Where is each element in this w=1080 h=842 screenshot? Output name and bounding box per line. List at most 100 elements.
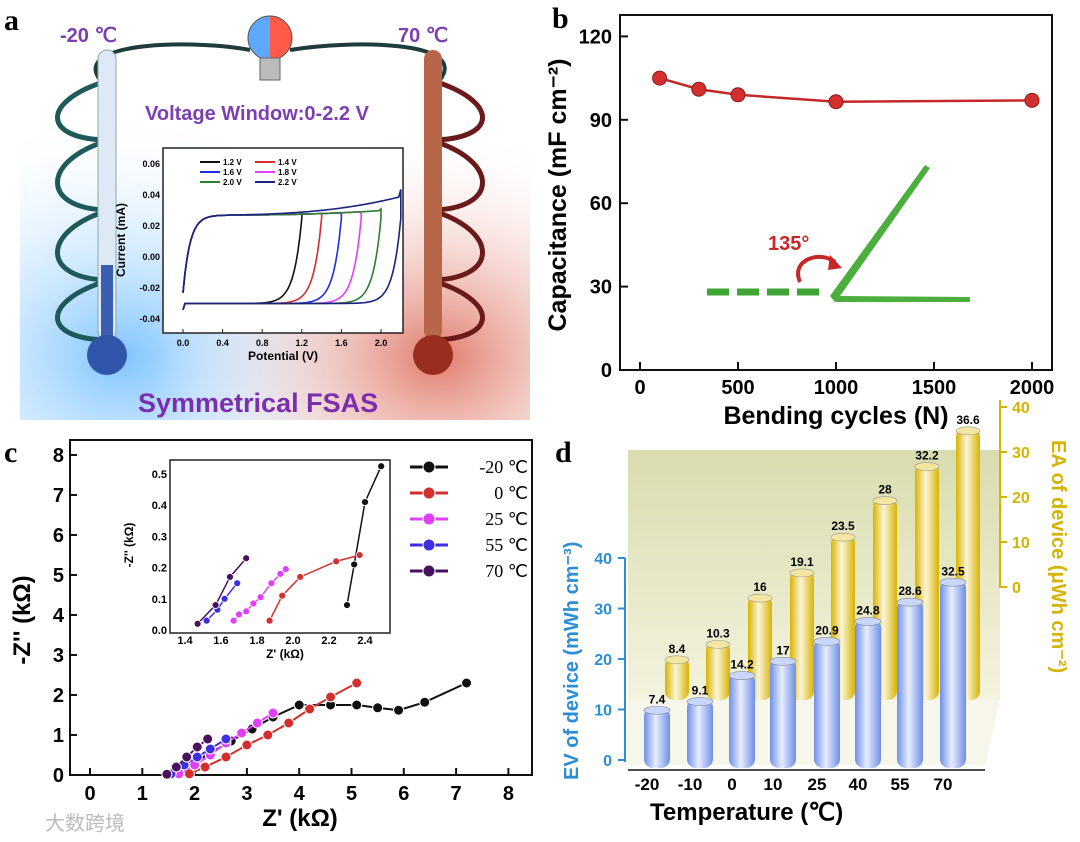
- d-left-axis-title: EV of device (mWh cm⁻³): [561, 542, 583, 780]
- x-tick-label: 1: [137, 783, 148, 805]
- data-point: [283, 717, 295, 729]
- x-tick-label: 4: [294, 783, 306, 805]
- light-bulb-icon: [247, 15, 293, 81]
- legend-marker: [422, 564, 436, 578]
- data-point: [241, 739, 253, 751]
- y-tick-label: 30: [594, 602, 612, 619]
- data-point: [211, 601, 220, 609]
- data-point: [351, 699, 363, 711]
- plot-frame-c: [69, 439, 533, 776]
- legend-label: 25 ℃: [485, 509, 528, 529]
- data-point: [202, 616, 211, 625]
- legend-label: 2.2 V: [278, 178, 297, 187]
- x-tick-label: 0: [84, 783, 95, 805]
- ev-bar-cap: [939, 577, 967, 587]
- y-tick-label: 40: [1012, 400, 1030, 417]
- data-point: [393, 704, 405, 716]
- cold-temp-label: -20 ℃: [60, 25, 117, 47]
- cv-curve-22V: [182, 189, 402, 310]
- ea-value-label: 28: [878, 483, 892, 497]
- x-tick-label: 500: [721, 377, 754, 399]
- y-tick-label: 0: [603, 753, 612, 770]
- x-tick-label: 0: [634, 377, 645, 399]
- data-point: [332, 557, 341, 566]
- data-point: [170, 761, 182, 773]
- data-point: [199, 761, 211, 773]
- y-tick-label: 0.0: [152, 625, 167, 637]
- y-tick-label: 2: [53, 685, 64, 707]
- data-point: [1024, 92, 1040, 108]
- data-point: [202, 733, 214, 745]
- ev-value-label: 17: [776, 643, 790, 657]
- y-tick-label: 0: [601, 360, 612, 382]
- x-tick-label: 5: [346, 783, 357, 805]
- eis-inset-line: [206, 582, 238, 622]
- x-axis-title: Z' (kΩ): [266, 647, 304, 661]
- ev-bar-cap: [813, 637, 841, 646]
- x-tick-label: 1500: [912, 377, 957, 399]
- cold-thermometer: [87, 49, 127, 375]
- y-tick-label: 0.2: [152, 563, 167, 575]
- data-point: [691, 81, 707, 97]
- x-tick-label: -10: [678, 775, 703, 794]
- hot-temp-label: 70 ℃: [398, 25, 448, 47]
- legend-marker: [422, 486, 436, 500]
- data-point: [350, 560, 359, 569]
- ev-bar: [770, 658, 796, 768]
- x-tick-label: 1.6: [335, 338, 348, 348]
- y-tick-label: 0.04: [142, 190, 160, 200]
- data-point: [242, 554, 251, 563]
- data-point: [377, 462, 386, 471]
- x-tick-label: 55: [891, 775, 910, 794]
- data-point: [296, 573, 305, 581]
- x-tick-label: 2: [189, 783, 200, 805]
- legend-label: 0 ℃: [494, 483, 528, 503]
- y-tick-label: 7: [53, 485, 64, 507]
- data-point: [293, 699, 305, 711]
- panel-a: a -20 ℃ 70 ℃ Voltage Window:0-2.2 V Symm…: [4, 0, 530, 420]
- x-tick-label: 0.8: [256, 338, 269, 348]
- data-point: [267, 707, 279, 719]
- x-tick-label: 2.4: [357, 635, 373, 647]
- data-point: [181, 751, 193, 763]
- ea-value-label: 16: [753, 580, 767, 594]
- data-point: [281, 565, 290, 574]
- angle-annotation: 135°: [768, 233, 809, 255]
- legend-label: 2.0 V: [223, 178, 242, 187]
- y-tick-label: 0.02: [142, 221, 160, 231]
- x-tick-label: 25: [808, 775, 827, 794]
- legend-label: 1.8 V: [278, 168, 297, 177]
- data-point: [419, 696, 431, 708]
- eis-line: [168, 682, 467, 776]
- x-axis-title: Potential (V): [248, 349, 318, 363]
- ev-bar-cap: [854, 617, 882, 626]
- y-tick-label: 30: [590, 277, 612, 299]
- y-tick-label: 6: [53, 525, 64, 547]
- data-point: [193, 619, 202, 628]
- eis-inset-line: [197, 557, 247, 625]
- data-point: [325, 691, 337, 703]
- data-point: [233, 579, 242, 588]
- data-point: [226, 573, 234, 581]
- ev-value-label: 7.4: [649, 692, 666, 706]
- data-point: [372, 702, 384, 714]
- y-tick-label: 20: [1012, 490, 1030, 507]
- eis-inset-line: [346, 465, 382, 606]
- ea-bar-cap: [705, 640, 731, 649]
- y-tick-label: 0.06: [142, 159, 160, 169]
- data-point: [256, 593, 265, 602]
- ea-bar-cap: [872, 496, 898, 505]
- ev-bar: [729, 672, 755, 768]
- data-point: [220, 751, 232, 763]
- ea-value-label: 36.6: [956, 413, 980, 427]
- y-tick-label: 10: [594, 703, 612, 720]
- plot-frame-b: [619, 14, 1053, 371]
- y-tick-label: 120: [579, 26, 612, 48]
- data-point: [278, 591, 287, 600]
- y-tick-label: 40: [594, 551, 612, 568]
- eis-inset: 1.4 1.6 1.8 2.0 2.2 2.4 0.0 0.1 0.2 0.3 0.4 0.5 Z' (…: [122, 462, 386, 661]
- data-point: [343, 601, 351, 609]
- y-axis-title: -Z'' (kΩ): [9, 575, 36, 664]
- legend-label: 1.4 V: [278, 158, 297, 167]
